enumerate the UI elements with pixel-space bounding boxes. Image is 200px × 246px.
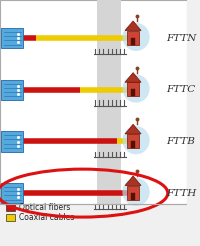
Bar [6,214,15,221]
Text: Coaxial cables: Coaxial cables [19,213,74,222]
Text: FTTN: FTTN [166,34,196,43]
FancyBboxPatch shape [1,80,23,100]
Bar [131,89,135,96]
Text: Optical fibers: Optical fibers [19,203,70,212]
Bar [127,82,139,96]
Bar [131,193,135,200]
Bar [127,134,139,148]
FancyBboxPatch shape [1,28,23,48]
Bar [6,204,15,211]
Text: FTTB: FTTB [166,137,195,146]
Ellipse shape [122,75,150,103]
Polygon shape [125,21,141,31]
Bar [131,141,135,148]
Ellipse shape [122,178,150,206]
Bar [127,31,139,45]
Ellipse shape [122,126,150,154]
Text: FTTC: FTTC [166,85,195,94]
Bar [97,0,121,204]
FancyBboxPatch shape [1,183,23,203]
FancyBboxPatch shape [1,131,23,152]
Polygon shape [125,73,141,82]
Polygon shape [125,124,141,134]
Ellipse shape [122,23,150,51]
Bar [131,38,135,45]
Text: FTTH: FTTH [166,189,196,198]
Polygon shape [125,176,141,185]
Bar [127,185,139,200]
FancyBboxPatch shape [0,0,187,204]
